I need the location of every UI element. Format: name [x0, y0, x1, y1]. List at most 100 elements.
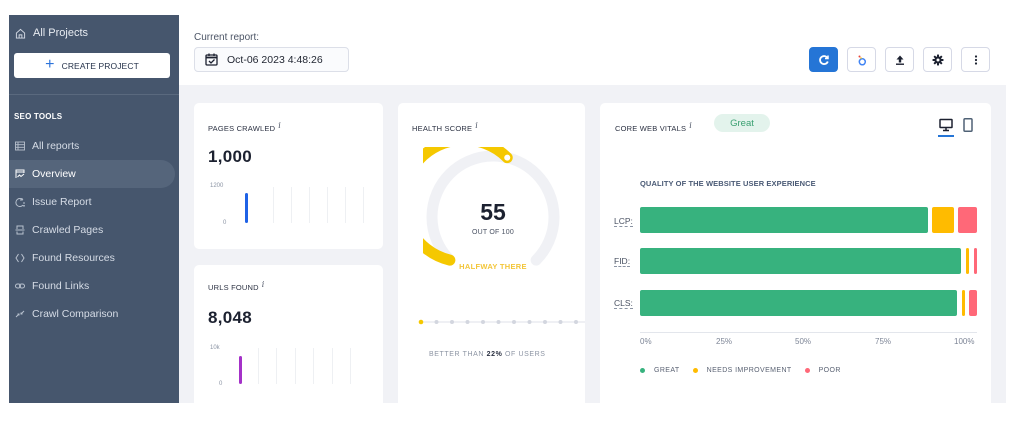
cls-needs-improvement-bar[interactable]	[962, 290, 965, 316]
issue-icon	[15, 198, 25, 207]
report-date-selector[interactable]: Oct-06 2023 4:48:26	[194, 47, 349, 72]
axis-tick: 25%	[716, 337, 733, 346]
refresh-button[interactable]	[809, 47, 838, 72]
sidebar-item-label: Issue Report	[32, 196, 92, 208]
lcp-great-bar[interactable]	[640, 207, 928, 233]
lcp-needs-improvement-bar[interactable]	[932, 207, 954, 233]
gear-icon	[932, 54, 943, 65]
sidebar-item-found-resources[interactable]: Found Resources	[9, 244, 175, 272]
looker-studio-button[interactable]	[847, 47, 876, 72]
tab-mobile[interactable]	[961, 118, 975, 137]
all-projects-link[interactable]: All Projects	[15, 27, 88, 39]
axis-min-label: 0	[223, 220, 227, 226]
export-button[interactable]	[885, 47, 914, 72]
lcp-poor-bar[interactable]	[958, 207, 977, 233]
legend-dot-icon	[804, 368, 810, 373]
more-options-button[interactable]	[961, 47, 990, 72]
sidebar-item-label: Overview	[32, 168, 76, 180]
sidebar-item-label: Crawled Pages	[32, 224, 104, 236]
create-project-label: CREATE PROJECT	[61, 60, 139, 71]
sidebar: All Projects + CREATE PROJECT SEO TOOLS …	[9, 15, 179, 403]
axis-max-label: 1200	[210, 183, 224, 189]
sidebar-item-label: Found Resources	[32, 252, 115, 264]
sidebar-item-all-reports[interactable]: All reports	[9, 132, 175, 160]
metric-label-cls[interactable]: CLS:	[614, 298, 633, 309]
refresh-icon	[818, 54, 829, 65]
percentile-text: BETTER THAN 22% OF USERS	[429, 351, 546, 358]
grid-line	[313, 348, 314, 384]
metric-label-lcp[interactable]: LCP:	[614, 216, 633, 227]
grid-line	[276, 348, 277, 384]
card-title-text: HEALTH SCORE	[412, 124, 473, 133]
cls-great-bar[interactable]	[640, 290, 957, 316]
info-icon[interactable]: i	[278, 121, 281, 130]
pages-crawled-bar[interactable]	[245, 193, 248, 223]
create-project-button[interactable]: + CREATE PROJECT	[14, 53, 170, 78]
legend-item-needs-improvement[interactable]: NEEDS IMPROVEMENT	[692, 367, 792, 374]
axis-tick: 50%	[795, 337, 812, 346]
sidebar-item-issue-report[interactable]: Issue Report	[9, 188, 175, 216]
home-icon	[15, 28, 26, 39]
grid-line	[309, 187, 310, 223]
health-score-title: HEALTH SCORE i	[412, 121, 478, 133]
pages-crawled-title: PAGES CRAWLED i	[208, 121, 281, 133]
legend-label: NEEDS IMPROVEMENT	[706, 367, 792, 374]
health-score-out-of: OUT OF 100	[472, 229, 514, 236]
legend-dot-icon	[692, 368, 698, 373]
cls-poor-bar[interactable]	[969, 290, 977, 316]
report-date-value: Oct-06 2023 4:48:26	[227, 53, 323, 66]
percentile-suffix: OF USERS	[502, 351, 546, 358]
grid-line	[327, 187, 328, 223]
sidebar-item-crawl-comparison[interactable]: Crawl Comparison	[9, 300, 175, 328]
x-axis-line	[640, 332, 977, 333]
looker-studio-icon	[858, 55, 866, 66]
percentile-track	[418, 319, 585, 325]
settings-button[interactable]	[923, 47, 952, 72]
urls-found-title: URLS FOUND i	[208, 280, 265, 292]
grid-line	[258, 348, 259, 384]
sidebar-item-crawled-pages[interactable]: Crawled Pages	[9, 216, 175, 244]
card-title-text: URLS FOUND	[208, 283, 259, 292]
axis-tick: 0%	[640, 337, 652, 346]
axis-tick: 100%	[954, 337, 975, 346]
upload-icon	[895, 55, 904, 65]
sidebar-item-label: Found Links	[32, 280, 90, 292]
sidebar-item-overview[interactable]: Overview	[9, 160, 175, 188]
more-vertical-icon	[974, 54, 977, 65]
pages-crawled-value: 1,000	[208, 147, 253, 166]
axis-tick: 75%	[875, 337, 892, 346]
sidebar-section-title: SEO TOOLS	[14, 112, 63, 121]
legend-label: POOR	[818, 367, 841, 374]
grid-line	[273, 187, 274, 223]
tab-desktop[interactable]	[938, 118, 954, 137]
fid-needs-improvement-bar[interactable]	[966, 248, 969, 274]
pages-crawled-card: PAGES CRAWLED i 1,000 1200 0	[194, 103, 383, 249]
sidebar-item-found-links[interactable]: Found Links	[9, 272, 175, 300]
health-score-status: HALFWAY THERE	[459, 262, 527, 271]
active-tab-indicator	[938, 135, 954, 137]
plus-icon: +	[45, 55, 55, 73]
metric-label-fid[interactable]: FID:	[614, 256, 631, 267]
sidebar-divider	[9, 94, 179, 95]
chart-legend: GREAT NEEDS IMPROVEMENT POOR	[640, 367, 854, 374]
legend-item-poor[interactable]: POOR	[804, 367, 841, 374]
grid-line	[363, 187, 364, 223]
percentile-prefix: BETTER THAN	[429, 351, 487, 358]
legend-item-great[interactable]: GREAT	[640, 367, 680, 374]
core-web-vitals-card: CORE WEB VITALS i Great QUALITY OF THE W…	[600, 103, 991, 403]
health-score-gauge: 55 OUT OF 100 HALFWAY THERE	[398, 134, 563, 287]
health-score-card: HEALTH SCORE i 55 OUT OF 100 HALFWAY THE…	[398, 103, 585, 403]
legend-label: GREAT	[654, 367, 680, 374]
grid-line	[332, 348, 333, 384]
app-window: All Projects + CREATE PROJECT SEO TOOLS …	[9, 15, 1006, 403]
all-projects-label: All Projects	[33, 27, 89, 39]
info-icon[interactable]: i	[689, 121, 692, 130]
sidebar-item-label: Crawl Comparison	[32, 308, 119, 320]
info-icon[interactable]: i	[475, 121, 478, 130]
calendar-check-icon	[205, 53, 218, 66]
urls-found-bar[interactable]	[239, 356, 242, 384]
fid-great-bar[interactable]	[640, 248, 961, 274]
fid-poor-bar[interactable]	[974, 248, 977, 274]
axis-min-label: 0	[219, 381, 223, 387]
info-icon[interactable]: i	[261, 280, 265, 289]
